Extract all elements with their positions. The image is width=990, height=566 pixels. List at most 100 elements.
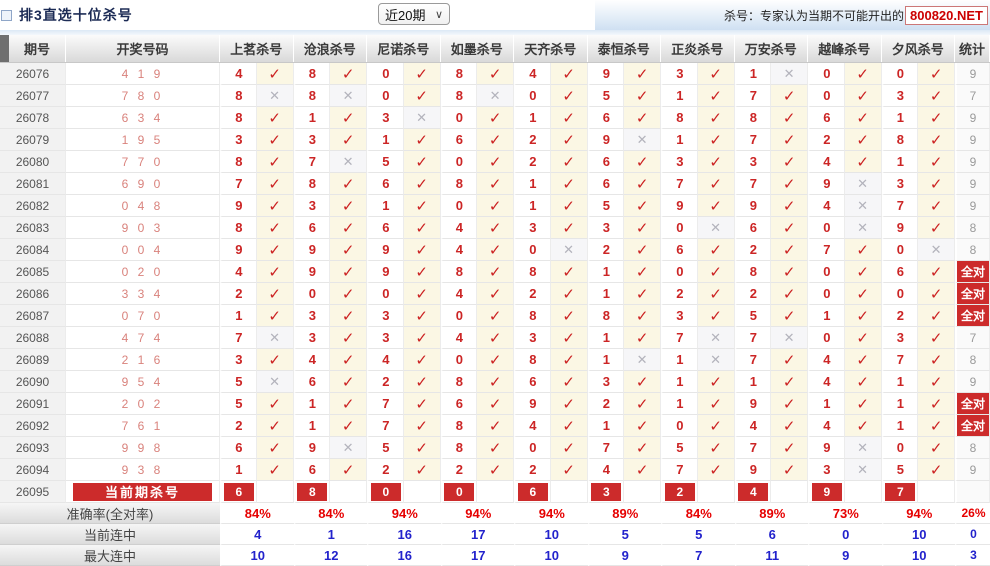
mark-cell: ✓: [550, 173, 588, 195]
kill-number-cell: 3: [367, 327, 404, 349]
footer-value-cell: 94%: [440, 503, 514, 524]
check-icon: ✓: [635, 87, 649, 105]
column-header-expert-7: 万安杀号: [735, 35, 808, 62]
mark-cell: ✓: [330, 459, 367, 481]
column-header-period: 期号: [9, 35, 66, 62]
mark-cell: ✓: [256, 349, 294, 371]
kill-number-cell: 9: [734, 393, 772, 415]
check-icon: ✓: [268, 219, 281, 237]
table-row: 26088 4 7 4 7 ✕ 3 ✓ 3 ✓ 4 ✓ 3 ✓ 1 ✓ 7 ✕ 7 ✕ 0 ✓ 3 ✓ 7: [0, 327, 990, 349]
kill-number-cell: 5: [587, 85, 625, 107]
kill-number-cell: 8: [661, 107, 698, 129]
table-row: 26086 3 3 4 2 ✓ 0 ✓ 0 ✓ 4 ✓ 2 ✓ 1 ✓ 2 ✓ 2 ✓ 0 ✓ 0 ✓ 全对: [0, 283, 990, 305]
mark-cell: ✓: [550, 151, 588, 173]
stat-cell: 9: [955, 129, 990, 151]
check-icon: ✓: [415, 175, 428, 193]
check-icon: ✓: [562, 351, 575, 369]
kill-number-cell: 1: [587, 415, 625, 437]
kill-number-cell: 4: [220, 63, 257, 85]
period-cell: 26077: [0, 85, 66, 107]
kill-number-cell: 1: [661, 393, 698, 415]
check-icon: ✓: [782, 395, 796, 413]
mark-cell: ✓: [624, 195, 661, 217]
mark-cell: ✓: [477, 371, 514, 393]
kill-number-cell: 1: [293, 393, 331, 415]
empty-mark-cell: [256, 481, 294, 503]
table-row: 26090 9 5 4 5 ✕ 6 ✓ 2 ✓ 8 ✓ 6 ✓ 3 ✓ 1 ✓ 1 ✓ 4 ✓ 1 ✓ 9: [0, 371, 990, 393]
mark-cell: ✕: [477, 85, 514, 107]
mark-cell: ✓: [550, 393, 588, 415]
mark-cell: ✓: [330, 217, 367, 239]
check-icon: ✓: [268, 307, 281, 325]
check-icon: ✓: [635, 417, 649, 435]
kill-number-cell: 1: [587, 327, 625, 349]
kill-number-table: 期号 开奖号码 上茗杀号 沧浪杀号 尼诺杀号 如墨杀号 天齐杀号 泰恒杀号 正炎杀号 万安杀号 越峰…: [0, 35, 990, 566]
check-icon: ✓: [635, 439, 649, 457]
check-icon: ✓: [268, 197, 281, 215]
kill-number-cell: 7: [734, 173, 772, 195]
check-icon: ✓: [562, 197, 575, 215]
check-icon: ✓: [562, 373, 575, 391]
current-kill-number-cell: 0: [440, 481, 478, 503]
current-kill-chip: 6: [223, 482, 254, 501]
mark-cell: ✓: [918, 261, 955, 283]
kill-number-cell: 6: [440, 393, 478, 415]
stat-cell: 9: [955, 459, 990, 481]
kill-number-cell: 1: [367, 195, 404, 217]
empty-mark-cell: [844, 481, 882, 503]
kill-number-cell: 9: [367, 239, 404, 261]
table-row: 26093 9 9 8 6 ✓ 9 ✕ 5 ✓ 8 ✓ 0 ✓ 7 ✓ 5 ✓ 7 ✓ 9 ✕ 0 ✓ 8: [0, 437, 990, 459]
mark-cell: ✓: [918, 107, 955, 129]
check-icon: ✓: [929, 351, 943, 369]
mark-cell: ✓: [256, 129, 294, 151]
kill-number-cell: 1: [367, 129, 404, 151]
kill-number-cell: 3: [881, 85, 919, 107]
kill-number-cell: 1: [881, 371, 919, 393]
check-icon: ✓: [929, 219, 943, 237]
check-icon: ✓: [782, 153, 796, 171]
mark-cell: ✓: [477, 173, 514, 195]
kill-number-cell: 6: [367, 173, 404, 195]
mark-cell: ✓: [550, 283, 588, 305]
kill-number-cell: 3: [734, 151, 772, 173]
check-icon: ✓: [268, 439, 281, 457]
footer-row-label: 最大连中: [0, 545, 220, 566]
kill-number-cell: 2: [220, 283, 257, 305]
stat-cell: 9: [955, 63, 990, 85]
kill-number-cell: 9: [587, 129, 625, 151]
check-icon: ✓: [415, 153, 428, 171]
mark-cell: ✓: [771, 261, 808, 283]
mark-cell: ✓: [477, 151, 514, 173]
check-icon: ✓: [856, 153, 869, 171]
range-select-value: 近20期: [385, 7, 426, 23]
mark-cell: ✓: [697, 261, 735, 283]
kill-number-cell: 6: [587, 173, 625, 195]
range-select[interactable]: 近20期 ∨: [378, 3, 450, 25]
check-icon: ✓: [856, 87, 869, 105]
cross-icon: ✕: [636, 131, 648, 147]
draw-numbers-cell: 9 3 8: [66, 459, 220, 481]
stat-cell: [955, 481, 990, 503]
mark-cell: ✓: [550, 129, 588, 151]
cross-icon: ✕: [857, 219, 869, 235]
kill-number-cell: 5: [587, 195, 625, 217]
mark-cell: ✓: [918, 173, 955, 195]
cross-icon: ✕: [489, 87, 501, 103]
mark-cell: ✓: [550, 327, 588, 349]
kill-number-cell: 3: [293, 305, 331, 327]
kill-number-cell: 7: [587, 437, 625, 459]
mark-cell: ✓: [256, 63, 294, 85]
title-checkbox[interactable]: [1, 9, 12, 21]
check-icon: ✓: [709, 439, 722, 457]
mark-cell: ✓: [918, 437, 955, 459]
kill-number-cell: 6: [220, 437, 257, 459]
kill-number-cell: 2: [514, 459, 551, 481]
stat-cell: 9: [955, 173, 990, 195]
check-icon: ✓: [562, 175, 575, 193]
mark-cell: ✓: [624, 85, 661, 107]
kill-number-cell: 3: [514, 327, 551, 349]
mark-cell: ✓: [918, 349, 955, 371]
check-icon: ✓: [782, 373, 796, 391]
kill-number-cell: 1: [881, 107, 919, 129]
mark-cell: ✓: [624, 283, 661, 305]
